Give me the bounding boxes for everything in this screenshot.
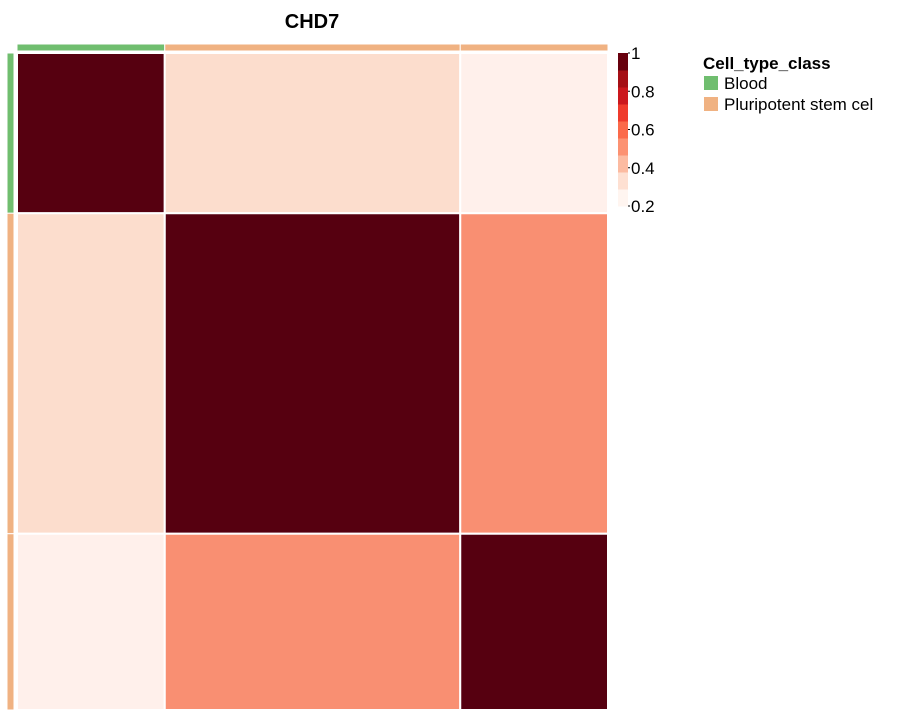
colorbar-segment bbox=[618, 104, 628, 122]
colorbar-tick-label: 0.2 bbox=[631, 197, 655, 216]
colorbar-segment bbox=[618, 70, 628, 88]
heatmap-cell bbox=[459, 532, 609, 711]
heatmap-cell bbox=[16, 532, 166, 711]
colorbar-segment bbox=[618, 172, 628, 190]
colorbar-segment bbox=[618, 87, 628, 105]
colorbar-segment bbox=[618, 121, 628, 139]
colorbar-tick-label: 1 bbox=[631, 44, 640, 63]
heatmap-cell bbox=[16, 52, 166, 215]
colorbar-tick-label: 0.6 bbox=[631, 121, 655, 140]
chart-title: CHD7 bbox=[285, 11, 339, 33]
legend-item-label: Blood bbox=[724, 74, 767, 93]
legend-swatch bbox=[704, 97, 718, 111]
row-annotation-bar bbox=[6, 52, 15, 711]
colorbar-segment bbox=[618, 155, 628, 173]
legend-swatch bbox=[704, 76, 718, 90]
legend-item-label: Pluripotent stem cel bbox=[724, 95, 873, 114]
colorbar-segment bbox=[618, 53, 628, 71]
row-annotation-cell bbox=[6, 533, 15, 711]
colorbar: 1 0.8 0.6 0.4 0.2 bbox=[618, 44, 655, 216]
heatmap-cell bbox=[459, 52, 609, 215]
legend-title: Cell_type_class bbox=[703, 54, 831, 73]
colorbar-segment bbox=[618, 138, 628, 156]
heatmap-cell bbox=[163, 52, 462, 215]
row-annotation-cell bbox=[6, 212, 15, 535]
heatmap-cell bbox=[459, 212, 609, 535]
heatmap-cell bbox=[163, 532, 462, 711]
column-annotation-cell bbox=[459, 43, 609, 52]
column-annotation-cell bbox=[164, 43, 461, 52]
colorbar-segment bbox=[618, 189, 628, 207]
colorbar-tick-label: 0.8 bbox=[631, 82, 655, 101]
colorbar-tick-label: 0.4 bbox=[631, 159, 655, 178]
heatmap-cell bbox=[16, 212, 166, 535]
row-annotation-cell bbox=[6, 52, 15, 214]
heatmap-cells bbox=[16, 52, 609, 711]
column-annotation-cell bbox=[16, 43, 166, 52]
legend: Cell_type_class Blood Pluripotent stem ce… bbox=[703, 54, 873, 114]
heatmap-cell bbox=[163, 212, 462, 535]
column-annotation-bar bbox=[16, 43, 609, 52]
